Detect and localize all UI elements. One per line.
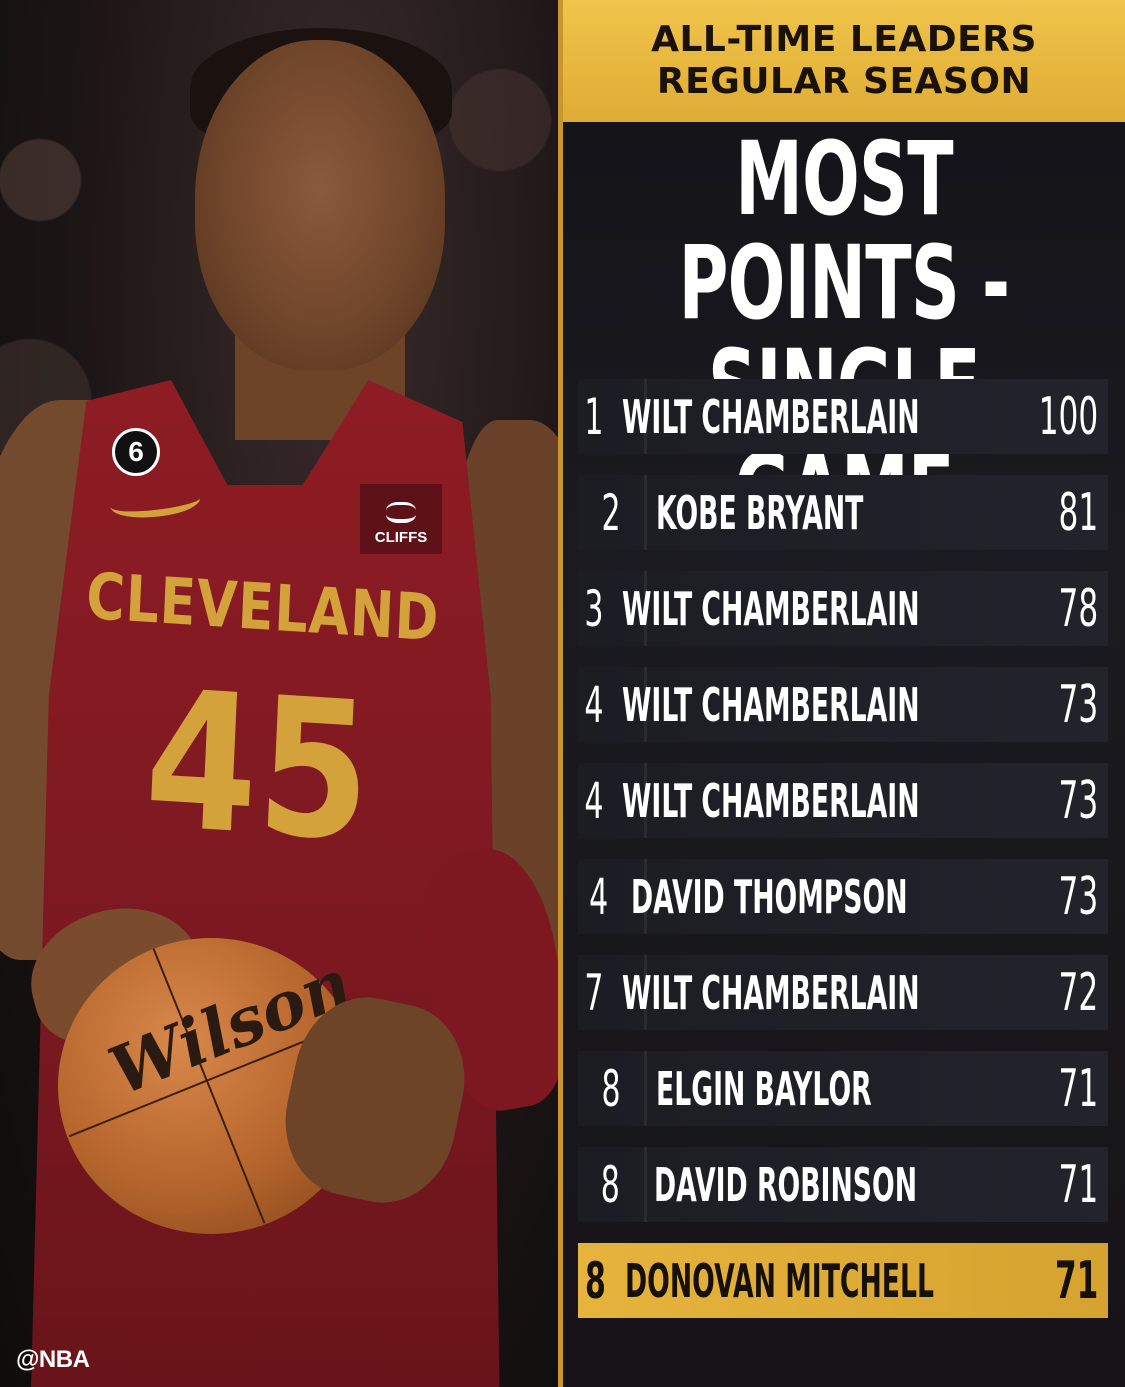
points: 78 [1058,578,1098,639]
player-name: WILT CHAMBERLAIN [621,773,920,828]
header-banner: ALL-TIME LEADERS REGULAR SEASON [563,0,1125,122]
player-name: WILT CHAMBERLAIN [621,677,920,732]
player-name: KOBE BRYANT [656,485,864,540]
rank: 2 [601,483,621,542]
rank-divider [644,1147,647,1222]
header-line-1: ALL-TIME LEADERS [651,19,1037,60]
points: 73 [1058,770,1098,831]
credit-handle: @NBA [16,1346,90,1373]
list-item: 4 WILT CHAMBERLAIN 73 [578,763,1108,838]
player-head [195,40,445,370]
rank: 7 [584,963,604,1022]
player-name: WILT CHAMBERLAIN [621,965,920,1020]
points: 71 [1058,1154,1098,1215]
player-name: WILT CHAMBERLAIN [621,581,920,636]
rank-divider [644,667,647,742]
points: 100 [1038,386,1098,447]
player-name: WILT CHAMBERLAIN [621,389,920,444]
list-item: 8 DAVID ROBINSON 71 [578,1147,1108,1222]
rank: 8 [584,1251,606,1310]
player-name: DAVID THOMPSON [631,869,908,924]
list-item: 3 WILT CHAMBERLAIN 78 [578,571,1108,646]
cliffs-logo-icon [386,502,416,523]
player-name: ELGIN BAYLOR [656,1061,872,1116]
rank-divider [644,571,647,646]
points: 71 [1054,1250,1098,1311]
list-item: 7 WILT CHAMBERLAIN 72 [578,955,1108,1030]
panel-divider [558,0,563,1387]
list-item: 4 WILT CHAMBERLAIN 73 [578,667,1108,742]
rank: 1 [584,387,604,446]
points: 72 [1058,962,1098,1023]
rank: 4 [584,771,604,830]
player-photo: 6 CLIFFS CLEVELAND 45 Wilson @NBA [0,0,558,1387]
highlighted-list-item: 8 DONOVAN MITCHELL 71 [578,1243,1108,1318]
list-item: 8 ELGIN BAYLOR 71 [578,1051,1108,1126]
player-name: DONOVAN MITCHELL [624,1253,934,1308]
header-line-2: REGULAR SEASON [656,61,1032,102]
jersey-patch: 6 [112,428,160,476]
rank-divider [644,955,647,1030]
points: 73 [1058,866,1098,927]
list-item: 1 WILT CHAMBERLAIN 100 [578,379,1108,454]
rank: 3 [584,579,604,638]
rank-divider [644,379,647,454]
points: 81 [1058,482,1098,543]
rank-divider [644,859,647,934]
rank-divider [644,1051,647,1126]
rank-divider [644,763,647,838]
list-item: 2 KOBE BRYANT 81 [578,475,1108,550]
sponsor-patch: CLIFFS [360,484,442,554]
jersey-number: 45 [140,649,376,884]
leaders-list: 1 WILT CHAMBERLAIN 100 2 KOBE BRYANT 8 1 … [578,379,1108,1339]
rank: 8 [601,1059,621,1118]
rank: 4 [584,675,604,734]
player-name: DAVID ROBINSON [654,1157,918,1212]
title-line-1: MOST POINTS - [678,120,1010,343]
sponsor-label: CLIFFS [374,529,428,546]
points: 71 [1058,1058,1098,1119]
rank: 8 [600,1155,620,1214]
list-item: 4 DAVID THOMPSON 73 [578,859,1108,934]
rank: 4 [589,867,609,926]
rank-divider [644,475,647,550]
points: 73 [1058,674,1098,735]
